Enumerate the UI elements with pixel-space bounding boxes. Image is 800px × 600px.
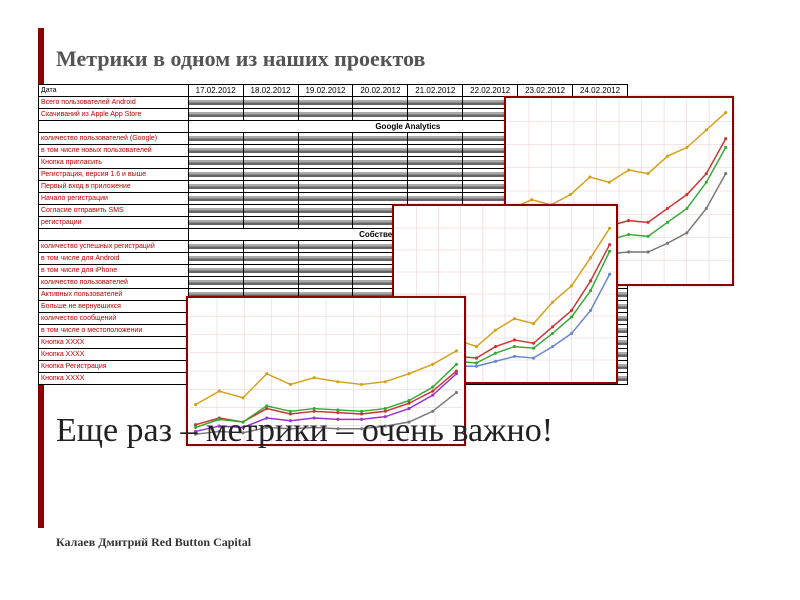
metric-cell (298, 181, 353, 193)
metric-cell (243, 169, 298, 181)
row-label: Активных пользователей (39, 289, 189, 301)
metric-cell (408, 169, 463, 181)
metric-cell (243, 157, 298, 169)
row-label: Больше не вернувшихся (39, 301, 189, 313)
metric-cell (408, 109, 463, 121)
row-label: Всего пользователей Android (39, 97, 189, 109)
metric-cell (298, 157, 353, 169)
row-label (39, 229, 189, 241)
metric-cell (188, 97, 243, 109)
metric-cell (188, 109, 243, 121)
row-label: количество успешных регистраций (39, 241, 189, 253)
metric-cell (408, 157, 463, 169)
metric-cell (188, 133, 243, 145)
metric-cell (243, 217, 298, 229)
metric-cell (243, 205, 298, 217)
metric-cell (298, 205, 353, 217)
metric-cell (298, 145, 353, 157)
metric-cell (353, 169, 408, 181)
date-header: 22.02.2012 (463, 85, 518, 97)
metric-cell (298, 253, 353, 265)
metric-cell (353, 181, 408, 193)
metric-cell (408, 193, 463, 205)
metric-cell (243, 253, 298, 265)
metric-cell (353, 133, 408, 145)
metric-cell (188, 169, 243, 181)
metric-cell (298, 265, 353, 277)
metric-cell (243, 97, 298, 109)
metric-cell (408, 133, 463, 145)
metric-cell (188, 277, 243, 289)
metric-cell (243, 145, 298, 157)
metric-cell (298, 277, 353, 289)
metric-cell (243, 109, 298, 121)
row-label: Регистрация, версия 1.6 и выше (39, 169, 189, 181)
row-label: Кнопка пригласить (39, 157, 189, 169)
metric-cell (298, 241, 353, 253)
metric-cell (243, 181, 298, 193)
date-header: 18.02.2012 (243, 85, 298, 97)
metric-cell (188, 157, 243, 169)
metric-cell (188, 241, 243, 253)
metric-cell (188, 181, 243, 193)
row-label: количество пользователей (Google) (39, 133, 189, 145)
row-label: Первый вход в приложение (39, 181, 189, 193)
metric-cell (298, 109, 353, 121)
metric-cell (188, 253, 243, 265)
row-label: количество сообщений (39, 313, 189, 325)
slide-title: Метрики в одном из наших проектов (56, 46, 425, 72)
metric-cell (408, 145, 463, 157)
row-label: Начало регистрации (39, 193, 189, 205)
row-label: в том числе для Android (39, 253, 189, 265)
row-label (39, 121, 189, 133)
metric-cell (353, 193, 408, 205)
date-header: 24.02.2012 (573, 85, 628, 97)
metric-cell (243, 193, 298, 205)
row-label: Согласие отправить SMS (39, 205, 189, 217)
row-label: регистрации (39, 217, 189, 229)
metric-cell (353, 97, 408, 109)
row-label: Кнопка XXXX (39, 349, 189, 361)
metric-cell (353, 145, 408, 157)
metric-cell (298, 217, 353, 229)
row-label: Дата (39, 85, 189, 97)
metric-cell (243, 277, 298, 289)
metric-cell (353, 157, 408, 169)
date-header: 17.02.2012 (188, 85, 243, 97)
footer-credit: Калаев Дмитрий Red Button Capital (56, 535, 251, 550)
metric-cell (243, 265, 298, 277)
row-label: в том числе о местоположении (39, 325, 189, 337)
metric-cell (188, 205, 243, 217)
row-label: Кнопка XXXX (39, 373, 189, 385)
metric-cell (298, 193, 353, 205)
date-header: 21.02.2012 (408, 85, 463, 97)
row-label: в том числе новых пользователей (39, 145, 189, 157)
metric-cell (243, 133, 298, 145)
metric-cell (188, 217, 243, 229)
metric-cell (298, 133, 353, 145)
row-label: количество пользователей (39, 277, 189, 289)
row-label: в том числе для iPhone (39, 265, 189, 277)
date-header: 19.02.2012 (298, 85, 353, 97)
row-label: Скачиваний из Apple App Store (39, 109, 189, 121)
emphasis-text: Еще раз – метрики – очень важно! (56, 412, 736, 449)
metric-cell (188, 193, 243, 205)
date-header: 20.02.2012 (353, 85, 408, 97)
metric-cell (298, 169, 353, 181)
metric-cell (353, 109, 408, 121)
metric-cell (243, 241, 298, 253)
metric-cell (298, 97, 353, 109)
metric-cell (188, 265, 243, 277)
row-label: Кнопка Регистрация (39, 361, 189, 373)
date-header: 23.02.2012 (518, 85, 573, 97)
metric-cell (408, 97, 463, 109)
metric-cell (188, 145, 243, 157)
row-label: Кнопка XXXX (39, 337, 189, 349)
metric-cell (408, 181, 463, 193)
